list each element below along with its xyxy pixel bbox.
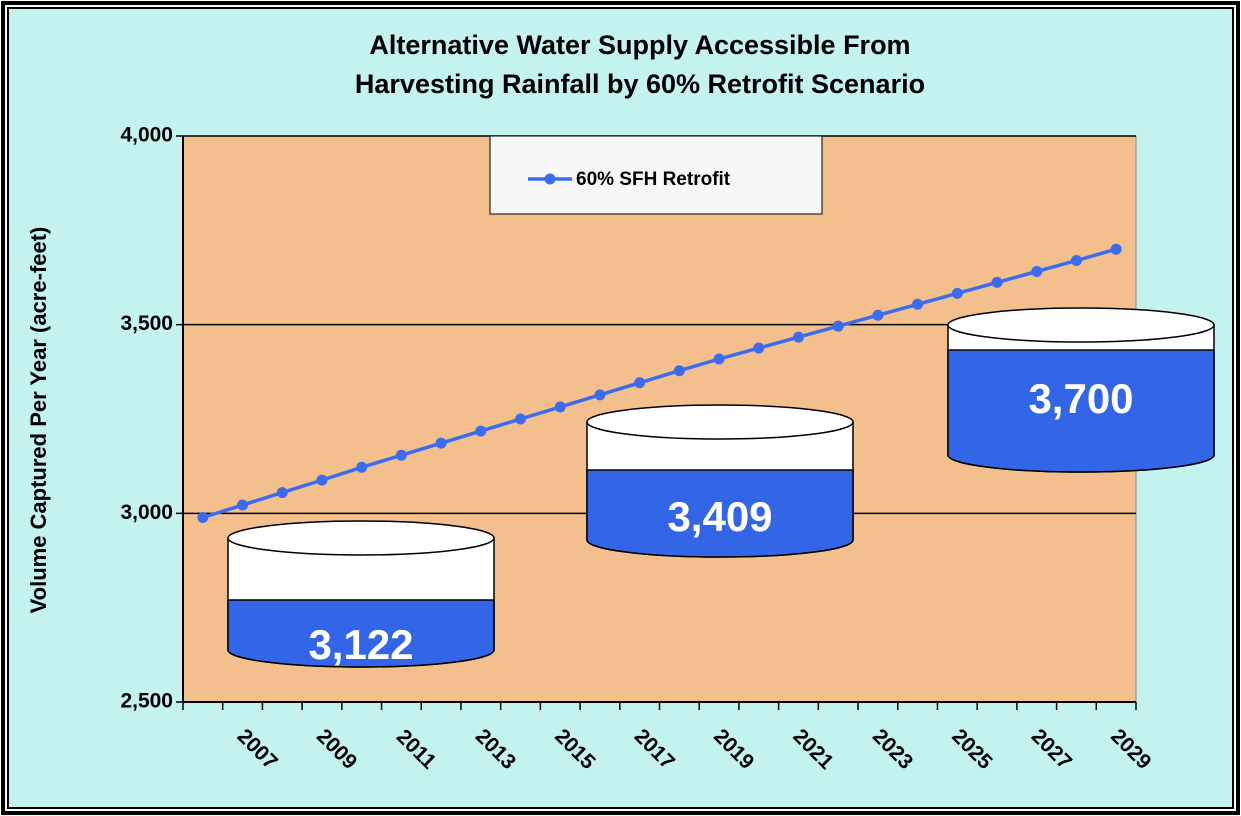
annotation: 3,409 <box>667 493 772 540</box>
y-tick-label: 4,000 <box>120 124 173 147</box>
series-point <box>1110 243 1122 255</box>
series-point <box>594 389 606 401</box>
legend-box <box>489 135 823 215</box>
series-point <box>991 276 1003 288</box>
series-point <box>872 309 884 321</box>
series-point <box>951 287 963 299</box>
cylinder-water <box>227 599 495 668</box>
series-point <box>356 461 368 473</box>
cylinder-top <box>227 520 495 556</box>
series-point <box>554 401 566 413</box>
cylinder-water <box>586 469 854 558</box>
series-point <box>792 331 804 343</box>
chart-title: Alternative Water Supply Accessible From <box>369 30 910 60</box>
annotation: 3,122 <box>308 621 413 668</box>
series-point <box>276 487 288 499</box>
series-point <box>753 342 765 354</box>
series-point <box>713 353 725 365</box>
series-point <box>832 320 844 332</box>
series-point <box>1031 265 1043 277</box>
series-point <box>237 499 249 511</box>
cylinder-top <box>947 307 1215 343</box>
series-point <box>316 474 328 486</box>
series-point <box>673 365 685 377</box>
chart-title: Harvesting Rainfall by 60% Retrofit Scen… <box>355 69 925 99</box>
legend-marker <box>544 173 556 185</box>
series-point <box>435 437 447 449</box>
annotation: 3,700 <box>1028 375 1133 422</box>
cylinder-top <box>586 404 854 440</box>
y-tick-label: 3,000 <box>120 501 173 524</box>
series-point <box>197 511 209 523</box>
series-point <box>395 449 407 461</box>
y-tick-label: 3,500 <box>120 312 173 335</box>
series-point <box>912 298 924 310</box>
y-tick-label: 2,500 <box>120 690 173 713</box>
legend-label: 60% SFH Retrofit <box>576 169 731 190</box>
series-point <box>1070 255 1082 267</box>
series-point <box>475 425 487 437</box>
series-point <box>634 377 646 389</box>
y-axis-label: Volume Captured Per Year (acre-feet) <box>26 227 51 614</box>
series-point <box>515 413 527 425</box>
series-line <box>202 247 1117 520</box>
cylinder-water <box>947 349 1215 473</box>
